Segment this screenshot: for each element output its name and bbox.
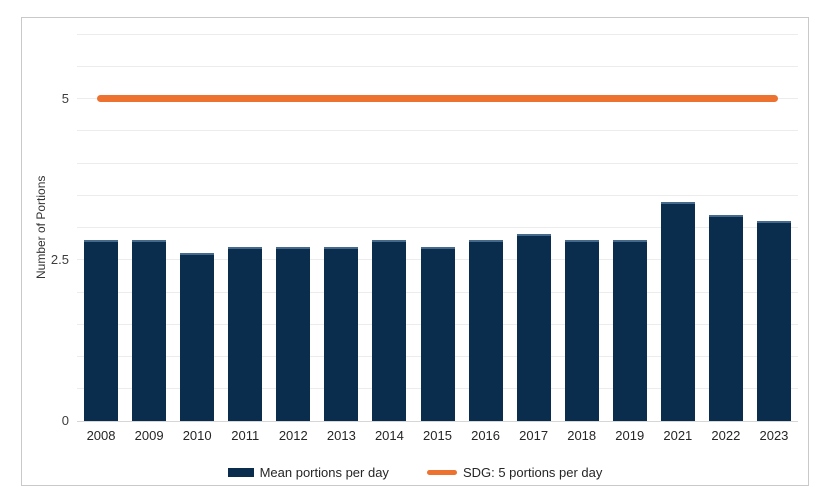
gridline bbox=[77, 130, 798, 132]
gridline bbox=[77, 227, 798, 228]
bar-2009 bbox=[132, 240, 167, 421]
legend-label: SDG: 5 portions per day bbox=[462, 464, 603, 480]
gridline bbox=[77, 194, 798, 196]
bar-2011 bbox=[228, 246, 263, 421]
x-tick-label: 2010 bbox=[182, 428, 212, 443]
bar-2010 bbox=[180, 253, 215, 421]
x-tick-label: 2014 bbox=[374, 428, 404, 443]
x-tick-label: 2016 bbox=[471, 428, 501, 443]
bar-2014 bbox=[372, 240, 407, 421]
x-axis-line bbox=[77, 421, 798, 422]
bar-2021 bbox=[660, 201, 695, 421]
x-tick-label: 2015 bbox=[423, 428, 452, 443]
legend-label: Mean portions per day bbox=[259, 464, 389, 480]
x-tick-label: 2012 bbox=[278, 428, 308, 443]
x-tick-label: 2009 bbox=[134, 428, 164, 443]
legend: Mean portions per day SDG: 5 portions per… bbox=[22, 462, 808, 482]
x-tick-label: 2019 bbox=[615, 428, 645, 443]
bar-2022 bbox=[708, 214, 743, 421]
y-tick-label: 5 bbox=[61, 90, 69, 106]
bar-2012 bbox=[276, 246, 311, 421]
legend-item-mean-portions: Mean portions per day bbox=[227, 464, 389, 480]
bar-2008 bbox=[84, 240, 119, 421]
line-swatch-icon bbox=[426, 469, 457, 475]
legend-item-sdg-target: SDG: 5 portions per day bbox=[426, 464, 603, 480]
bar-2019 bbox=[612, 240, 647, 421]
y-tick-label: 2.5 bbox=[50, 251, 69, 267]
x-tick-label: 2017 bbox=[519, 428, 549, 443]
bar-2015 bbox=[420, 246, 455, 421]
x-tick-label: 2008 bbox=[86, 428, 116, 443]
x-tick-label: 2022 bbox=[711, 428, 741, 443]
gridline bbox=[77, 65, 798, 67]
y-tick-label: 0 bbox=[61, 413, 69, 428]
sdg-target-line bbox=[97, 95, 778, 102]
x-tick-label: 2018 bbox=[567, 428, 597, 443]
x-tick-label: 2011 bbox=[231, 428, 260, 443]
bar-2023 bbox=[756, 221, 791, 421]
x-tick-label: 2013 bbox=[326, 428, 356, 443]
bar-2017 bbox=[516, 233, 551, 421]
x-tick-label: 2023 bbox=[759, 428, 789, 443]
chart-figure: Number of Portions 0 2.5 5 2008 2009 2010 2011… bbox=[21, 17, 809, 486]
gridline bbox=[77, 162, 798, 164]
bar-swatch-icon bbox=[227, 467, 254, 477]
plot-area: 0 2.5 5 2008 2009 2010 2011 2012 2013 2014 2015 201… bbox=[51, 33, 798, 443]
bar-2018 bbox=[564, 240, 599, 421]
bar-2016 bbox=[468, 240, 503, 421]
bar-2013 bbox=[324, 246, 359, 421]
gridline bbox=[77, 33, 798, 35]
x-tick-label: 2021 bbox=[663, 428, 693, 443]
